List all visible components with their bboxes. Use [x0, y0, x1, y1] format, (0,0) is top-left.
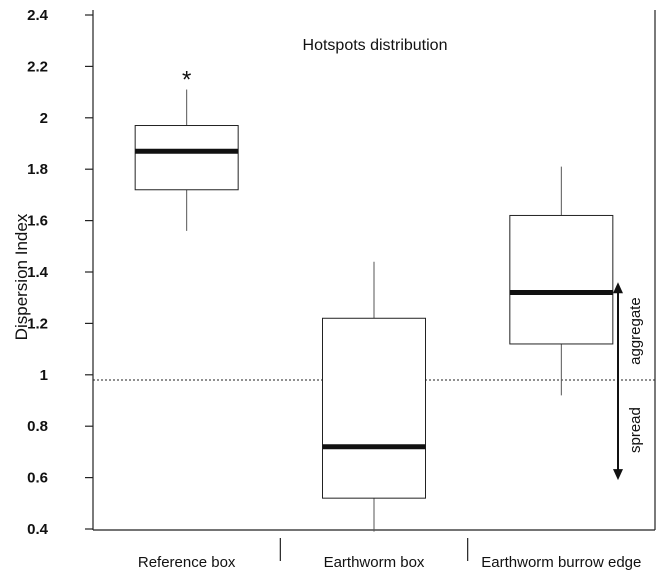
y-tick-label: 2.4 [27, 7, 49, 24]
x-category-label: Earthworm burrow edge [481, 554, 641, 571]
spread-label: spread [627, 407, 644, 453]
box-iqr [322, 317, 426, 499]
aggregate-label: aggregate [627, 297, 644, 365]
y-axis-title: Dispersion Index [12, 213, 31, 340]
box-2 [322, 261, 426, 532]
y-tick-label: 2 [40, 110, 48, 127]
y-tick-label: 2.2 [27, 58, 48, 75]
box-iqr [134, 125, 239, 191]
y-axis-ticks: 0.4 0.6 0.8 1 1.2 1.4 1.6 1.8 2 2.2 2.4 [27, 7, 93, 538]
x-category-label: Earthworm box [324, 554, 425, 571]
arrow-down-icon [613, 469, 623, 481]
significance-marker: * [182, 67, 191, 94]
y-tick-label: 1 [40, 367, 48, 384]
y-tick-label: 1.6 [27, 213, 48, 230]
box-1: * [134, 67, 239, 231]
chart-title: Hotspots distribution [303, 37, 448, 54]
x-category-dividers [279, 538, 469, 561]
arrow-up-icon [613, 282, 623, 294]
x-axis-labels: Reference box Earthworm box Earthworm burr… [138, 554, 641, 571]
y-tick-label: 0.6 [27, 470, 48, 487]
y-tick-label: 0.8 [27, 418, 48, 435]
box-3 [509, 166, 614, 396]
y-tick-label: 1.4 [27, 264, 49, 281]
y-tick-label: 1.2 [27, 315, 48, 332]
box-plot-series: * [134, 67, 614, 532]
y-tick-label: 1.8 [27, 161, 48, 178]
x-category-label: Reference box [138, 554, 236, 571]
y-tick-label: 0.4 [27, 521, 49, 538]
box-iqr [509, 214, 614, 345]
aggregate-spread-annotation: aggregate spread [613, 282, 644, 481]
